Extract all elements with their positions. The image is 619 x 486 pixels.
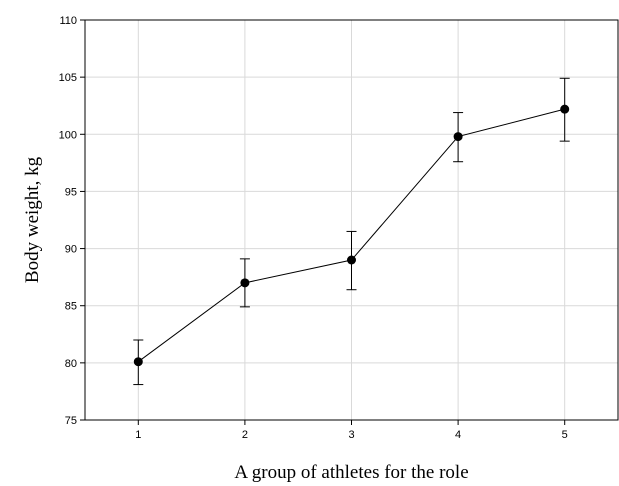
axis-ticks [80,19,566,425]
x-tick-label: 1 [135,429,141,441]
y-tick-label: 85 [65,301,77,313]
y-tick-label: 110 [59,15,77,27]
series-group [133,77,570,386]
tick-labels: 1 2 3 4 5 75 80 85 90 95 100 105 110 [59,15,568,441]
y-axis-title: Body weight, kg [22,156,43,283]
x-axis-title: A group of athletes for the role [234,462,468,483]
x-tick-label: 4 [455,429,461,441]
y-tick-label: 90 [65,244,77,256]
y-tick-label: 105 [59,72,77,84]
grid-lines [85,20,618,420]
x-tick-label: 2 [242,429,248,441]
data-point [240,278,250,288]
data-point [560,104,570,114]
data-point [133,357,143,367]
y-tick-label: 80 [65,358,77,370]
data-point [453,132,463,142]
x-tick-label: 5 [562,429,568,441]
x-tick-label: 3 [348,429,354,441]
y-tick-label: 75 [65,415,77,427]
data-point [347,255,356,265]
y-tick-label: 100 [59,129,77,141]
y-tick-label: 95 [65,186,77,198]
